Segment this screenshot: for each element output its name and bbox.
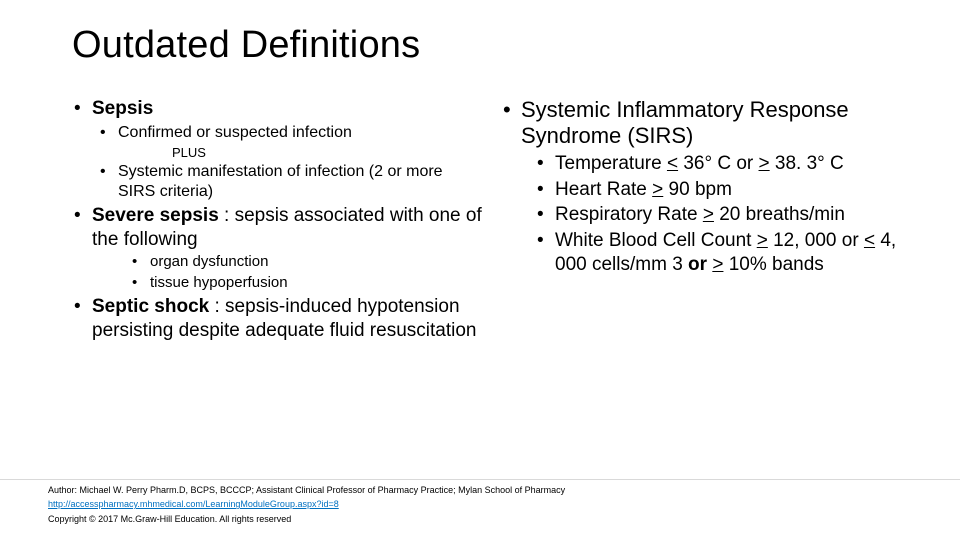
wbc-mid1: 12, 000 or: [768, 230, 864, 251]
divider: [0, 479, 960, 480]
footer-copyright: Copyright © 2017 Mc.Graw-Hill Education.…: [48, 512, 912, 526]
sepsis-sub2: Systemic manifestation of infection (2 o…: [98, 162, 483, 202]
slide-title: Outdated Definitions: [72, 24, 912, 67]
wbc-post: 10% bands: [723, 254, 823, 275]
left-column: Sepsis Confirmed or suspected infection …: [72, 95, 483, 344]
wbc-pre: White Blood Cell Count: [555, 230, 757, 251]
severe-sub1: organ dysfunction: [130, 253, 483, 272]
temp-pre: Temperature: [555, 153, 667, 174]
wbc-gt2: >: [712, 254, 723, 275]
columns: Sepsis Confirmed or suspected infection …: [72, 95, 912, 344]
wbc-gt1: >: [757, 230, 768, 251]
rr-post: 20 breaths/min: [714, 204, 845, 225]
sirs-wbc: White Blood Cell Count > 12, 000 or < 4,…: [535, 229, 912, 277]
hr-gt: >: [652, 179, 663, 200]
sepsis-sub1: Confirmed or suspected infection: [98, 123, 483, 143]
slide: Outdated Definitions Sepsis Confirmed or…: [0, 0, 960, 540]
temp-gt: >: [759, 153, 770, 174]
rr-gt: >: [703, 204, 714, 225]
wbc-lt: <: [864, 230, 875, 251]
sirs-heading: Systemic Inflammatory Response Syndrome …: [501, 97, 912, 150]
sirs-rr: Respiratory Rate > 20 breaths/min: [535, 203, 912, 227]
hr-pre: Heart Rate: [555, 179, 652, 200]
rr-pre: Respiratory Rate: [555, 204, 703, 225]
sepsis-heading: Sepsis: [72, 97, 483, 121]
sirs-temp: Temperature < 36° C or > 38. 3° C: [535, 152, 912, 176]
shock-heading: Septic shock : sepsis-induced hypotensio…: [72, 295, 483, 343]
severe-heading: Severe sepsis : sepsis associated with o…: [72, 204, 483, 252]
sirs-hr: Heart Rate > 90 bpm: [535, 178, 912, 202]
temp-post: 38. 3° C: [770, 153, 844, 174]
hr-post: 90 bpm: [663, 179, 732, 200]
footer-author: Author: Michael W. Perry Pharm.D, BCPS, …: [48, 483, 912, 497]
temp-lt: <: [667, 153, 678, 174]
wbc-or: or: [688, 254, 712, 275]
severe-heading-bold: Severe sepsis: [92, 205, 219, 226]
footer-link[interactable]: http://accesspharmacy.mhmedical.com/Lear…: [48, 499, 339, 509]
temp-mid: 36° C or: [678, 153, 758, 174]
footer: Author: Michael W. Perry Pharm.D, BCPS, …: [48, 483, 912, 526]
shock-heading-bold: Septic shock: [92, 296, 209, 317]
severe-sub2: tissue hypoperfusion: [130, 274, 483, 293]
sepsis-plus: PLUS: [172, 145, 483, 160]
right-column: Systemic Inflammatory Response Syndrome …: [501, 95, 912, 344]
sepsis-heading-text: Sepsis: [92, 98, 153, 119]
